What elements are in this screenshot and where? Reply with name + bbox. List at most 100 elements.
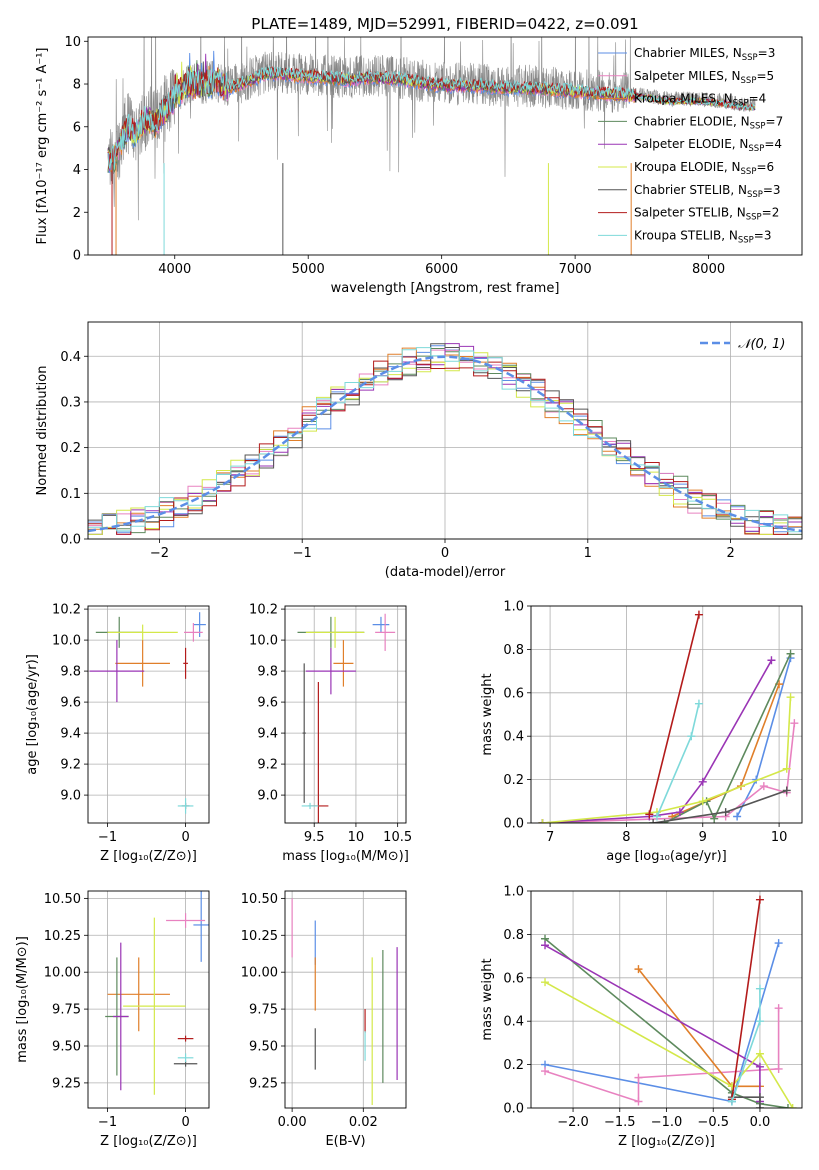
plot-area-age-vs-z <box>89 612 206 814</box>
legend-value: =3 <box>763 183 781 197</box>
weight-line <box>671 683 780 818</box>
legend-entry: Chabrier STELIB, NSSP=3 <box>634 183 781 200</box>
errorbar-point <box>193 612 206 637</box>
axis-label-x: Z [log₁₀(Z/Z⊙)] <box>618 1134 715 1149</box>
tick-label-y: 9.2 <box>60 758 81 773</box>
errorbar-point <box>184 623 203 642</box>
weight-marker <box>774 939 783 948</box>
tick-label-x: 0 <box>181 830 189 845</box>
tick-label-x: 8000 <box>692 262 725 277</box>
axis-label-x: mass [log₁₀(M/M⊙)] <box>282 849 409 864</box>
tick-label-y: 0.8 <box>503 928 524 943</box>
errorbar-point <box>177 1035 194 1042</box>
axis-label-y: Normed distribution <box>35 366 50 496</box>
tick-label-x: 7 <box>546 830 554 845</box>
tick-label-y: 8 <box>73 78 81 93</box>
legend-subscript: SSP <box>750 121 766 131</box>
errorbar-point <box>302 663 306 803</box>
weight-marker <box>694 699 703 708</box>
axes-frame <box>530 605 803 824</box>
tick-label-x: 2 <box>726 546 734 561</box>
axes-frame <box>284 890 407 1109</box>
errorbar-point <box>305 616 365 648</box>
weight-marker <box>733 812 742 821</box>
tick-label-x: −1 <box>293 546 312 561</box>
weight-marker <box>755 1062 764 1071</box>
tick-label-y: 9.4 <box>257 727 278 742</box>
tick-label-y: 9.2 <box>257 758 278 773</box>
tick-label-y: 0.0 <box>503 817 524 832</box>
tick-label-y: 9.8 <box>60 665 81 680</box>
weight-marker <box>783 1104 792 1108</box>
axis-label-x: Z [log₁₀(Z/Z⊙)] <box>100 1134 197 1149</box>
tick-label-x: 6000 <box>425 262 458 277</box>
tick-label-x: −1 <box>98 830 117 845</box>
tick-label-y: 9.4 <box>60 727 81 742</box>
weight-marker <box>660 819 669 823</box>
tick-label-x: 8 <box>622 830 630 845</box>
tick-label-y: 0.6 <box>503 971 524 986</box>
tick-label-y: 0.8 <box>503 643 524 658</box>
weight-marker <box>727 1082 736 1091</box>
weight-marker <box>698 797 707 806</box>
tick-label-y: 0.2 <box>60 441 81 456</box>
weight-marker <box>774 1064 783 1073</box>
plot-area-residuals <box>88 343 802 539</box>
tick-label-y: 4 <box>73 163 81 178</box>
weight-line <box>544 981 794 1108</box>
errorbar-point <box>372 616 390 633</box>
figure-title: PLATE=1489, MJD=52991, FIBERID=0422, z=0… <box>251 15 638 33</box>
tick-label-y: 10.50 <box>241 892 278 907</box>
tick-label-y: 0.4 <box>503 1015 524 1030</box>
tick-label-y: 9.6 <box>257 696 278 711</box>
legend-entry: 𝒩(0, 1) <box>738 337 785 352</box>
weight-marker <box>755 1093 764 1102</box>
axis-label-y: Flux [fλ10⁻¹⁷ erg cm⁻² s⁻¹ A⁻¹] <box>35 48 50 245</box>
weight-marker <box>652 812 661 821</box>
axis-label-x: E(B-V) <box>325 1134 365 1149</box>
tick-label-x: −1.0 <box>651 1115 683 1130</box>
axis-label-x: age [log₁₀(age/yr)] <box>606 849 727 864</box>
plot-area-age-vs-mass <box>297 613 396 823</box>
weight-marker <box>687 732 696 741</box>
tick-label-y: 9.8 <box>257 665 278 680</box>
weight-marker <box>694 610 703 619</box>
tick-label-x: −1.5 <box>604 1115 636 1130</box>
panel-age-vs-mass: 9.5 10 10.5 9.0 9.2 9.4 9.6 9.8 10.0 10.2 mass [lo… <box>249 603 412 864</box>
legend-value: =3 <box>754 228 772 242</box>
axis-label-y: mass weight <box>480 673 495 755</box>
weight-marker <box>759 782 768 791</box>
weight-marker <box>786 649 795 658</box>
tick-label-x: 0.0 <box>750 1115 771 1130</box>
axes-frame <box>87 605 210 824</box>
legend-subscript: SSP <box>748 144 764 154</box>
tick-label-y: 10.50 <box>44 892 81 907</box>
axes-frame <box>530 890 803 1109</box>
legend-entry: Salpeter STELIB, NSSP=2 <box>634 206 779 223</box>
weight-line <box>648 614 700 815</box>
tick-label-x: 10 <box>771 830 788 845</box>
tick-label-y: 10.0 <box>52 634 81 649</box>
weight-line <box>544 944 761 1102</box>
errorbar-point <box>333 640 354 687</box>
tick-label-y: 0.0 <box>503 1102 524 1117</box>
panel-mass-vs-z: −1 0 9.25 9.50 9.75 10.00 10.25 10.50 Z [log₁₀(Z… <box>15 890 210 1149</box>
legend-subscript: SSP <box>741 167 757 177</box>
legend-subscript: SSP <box>741 76 757 86</box>
axes-frame <box>284 605 407 824</box>
tick-label-x: −2.0 <box>557 1115 589 1130</box>
errorbar-point <box>89 640 145 703</box>
weight-marker <box>541 978 550 987</box>
weight-marker <box>645 810 654 819</box>
panel-spectrum: 4000 5000 6000 7000 8000 0 2 4 6 8 10 wavelength [A… <box>35 35 803 296</box>
tick-label-x: 10.5 <box>383 830 412 845</box>
axes-frame <box>87 36 803 256</box>
errorbar-point <box>123 917 186 1095</box>
tick-label-x: 0 <box>181 1115 189 1130</box>
legend-subscript: SSP <box>742 53 758 63</box>
weight-line <box>731 899 761 1100</box>
legend-entry: Salpeter MILES, NSSP=5 <box>634 69 774 86</box>
weight-marker <box>634 1073 643 1082</box>
weight-marker <box>755 1017 764 1026</box>
axes-frame <box>87 321 803 540</box>
